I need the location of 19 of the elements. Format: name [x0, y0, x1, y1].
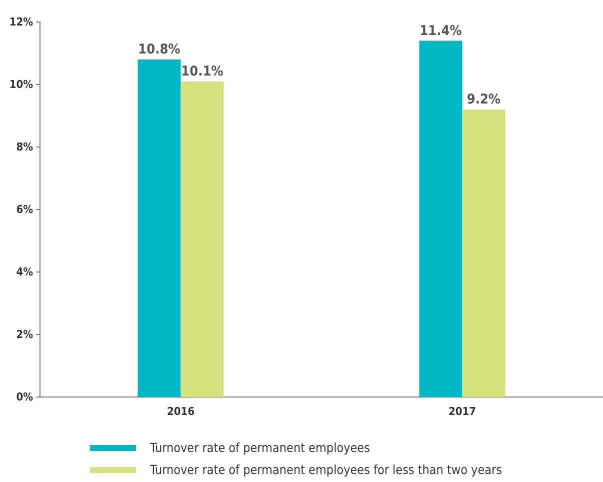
data-label: 11.4%: [420, 22, 462, 39]
bar: [138, 60, 181, 397]
y-tick-label: 12%: [9, 16, 34, 29]
x-tick-label: 2016: [166, 404, 195, 418]
bar: [419, 40, 462, 397]
y-tick-label: 4%: [16, 266, 34, 279]
y-tick-label: 2%: [16, 328, 34, 342]
y-tick-label: 10%: [9, 78, 34, 92]
y-tick-label: 6%: [16, 203, 34, 216]
data-label: 10.8%: [138, 42, 180, 58]
y-tick-label: 8%: [16, 140, 34, 154]
bar: [180, 81, 224, 397]
legend-label: Turnover rate of permanent employees for less than two years: [149, 462, 502, 477]
legend-label: Turnover rate of permanent employees: [149, 440, 370, 455]
bar: [462, 110, 506, 397]
y-tick-label: 0%: [16, 390, 34, 404]
x-tick-label: 2017: [448, 404, 476, 418]
data-label: 10.1%: [181, 63, 224, 80]
data-label: 9.2%: [466, 92, 501, 108]
